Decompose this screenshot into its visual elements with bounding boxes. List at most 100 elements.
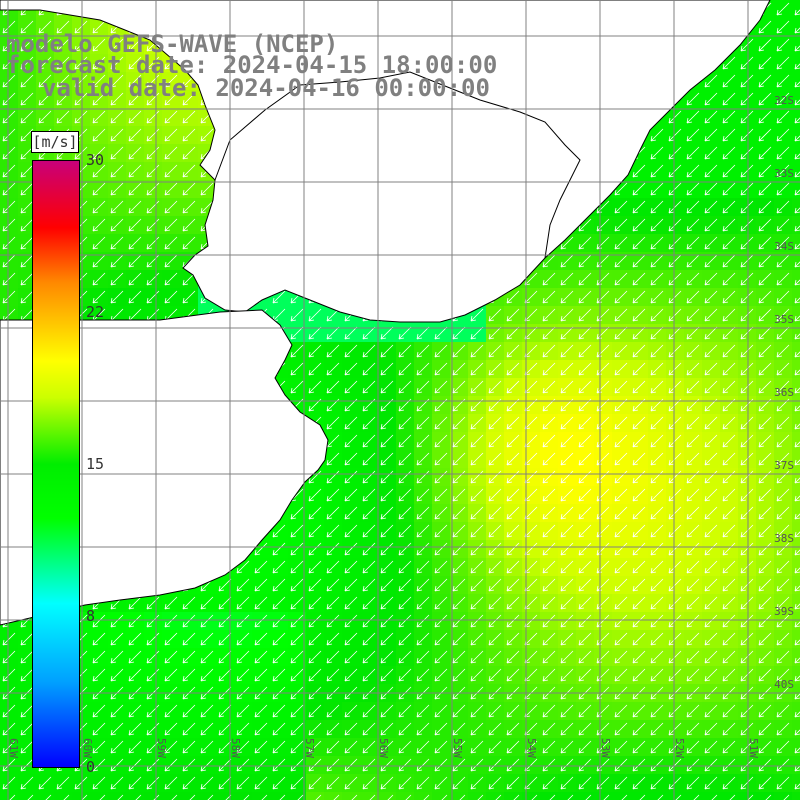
wind-arrow [254,614,268,628]
wind-arrow [704,164,718,178]
wind-arrow [506,632,520,646]
wind-arrow [578,596,592,610]
wind-arrow [794,423,800,430]
wind-arrow [56,74,70,88]
wind-arrow [578,668,592,682]
wind-arrow [218,614,232,628]
wind-arrow [326,560,340,574]
wind-cell [792,234,800,252]
wind-arrow [668,578,682,592]
wind-arrow [578,380,592,394]
wind-arrow [290,524,304,538]
wind-arrow [783,794,790,800]
wind-arrow [513,794,520,800]
wind-arrow [704,344,718,358]
wind-arrow [740,596,754,610]
wind-arrow [38,110,52,124]
wind-arrow [362,488,376,502]
wind-arrow [668,434,682,448]
wind-cell [720,792,738,800]
wind-arrow [776,56,790,70]
wind-cell [792,0,800,18]
wind-arrow [758,614,772,628]
wind-arrow [56,38,70,52]
wind-arrow [38,92,52,106]
wind-arrow [650,344,664,358]
wind-arrow [164,704,178,718]
wind-arrow [164,290,178,304]
wind-arrow [362,416,376,430]
wind-arrow [236,740,250,754]
wind-arrow [560,740,574,754]
wind-arrow [776,362,790,376]
wind-arrow [362,650,376,664]
wind-arrow [578,542,592,556]
wind-arrow [758,434,772,448]
wind-arrow [614,488,628,502]
wind-arrow [704,416,718,430]
wind-arrow [488,380,502,394]
wind-arrow [416,524,430,538]
wind-arrow [416,416,430,430]
wind-arrow [128,668,142,682]
wind-arrow [506,758,520,772]
wind-arrow [668,488,682,502]
wind-arrow [20,218,34,232]
wind-arrow [344,416,358,430]
wind-arrow [704,236,718,250]
wind-arrow [164,272,178,286]
wind-arrow [722,668,736,682]
wind-arrow [704,542,718,556]
wind-arrow [434,560,448,574]
wind-arrow [668,344,682,358]
wind-arrow [542,470,556,484]
wind-arrow [164,92,178,106]
wind-arrow [92,74,106,88]
wind-arrow [434,470,448,484]
wind-arrow [542,758,556,772]
wind-arrow [344,560,358,574]
wind-arrow [776,182,790,196]
wind-arrow [794,207,800,214]
wind-cell [18,792,36,800]
wind-cell [792,126,800,144]
wind-arrow [344,578,358,592]
wind-arrow [632,560,646,574]
wind-arrow [200,704,214,718]
forecast-date: forecast date: 2024-04-15 18:00:00 [6,51,498,79]
wind-arrow [542,272,556,286]
wind-arrow [632,380,646,394]
wind-arrow [20,110,34,124]
wind-cell [792,630,800,648]
wind-cell [792,270,800,288]
wind-arrow [110,758,124,772]
wind-arrow [362,758,376,772]
wind-arrow [351,794,358,800]
wind-arrow [704,146,718,160]
wind-arrow [740,218,754,232]
wind-cell [792,18,800,36]
wind-arrow [362,632,376,646]
wind-arrow [380,614,394,628]
wind-arrow [686,542,700,556]
wind-arrow [272,704,286,718]
wind-arrow [290,542,304,556]
wind-arrow [722,74,736,88]
wind-arrow [290,362,304,376]
wind-arrow [632,182,646,196]
wind-arrow [614,524,628,538]
wind-arrow [488,632,502,646]
wind-arrow [722,290,736,304]
wind-arrow [758,290,772,304]
wind-arrow [128,758,142,772]
wind-cell [792,180,800,198]
colorbar-tick: 0 [86,758,96,776]
wind-arrow [416,650,430,664]
wind-arrow [146,146,160,160]
wind-arrow [110,272,124,286]
wind-arrow [686,344,700,358]
wind-arrow [542,506,556,520]
wind-arrow [92,668,106,682]
wind-arrow [722,452,736,466]
wind-arrow [614,650,628,664]
